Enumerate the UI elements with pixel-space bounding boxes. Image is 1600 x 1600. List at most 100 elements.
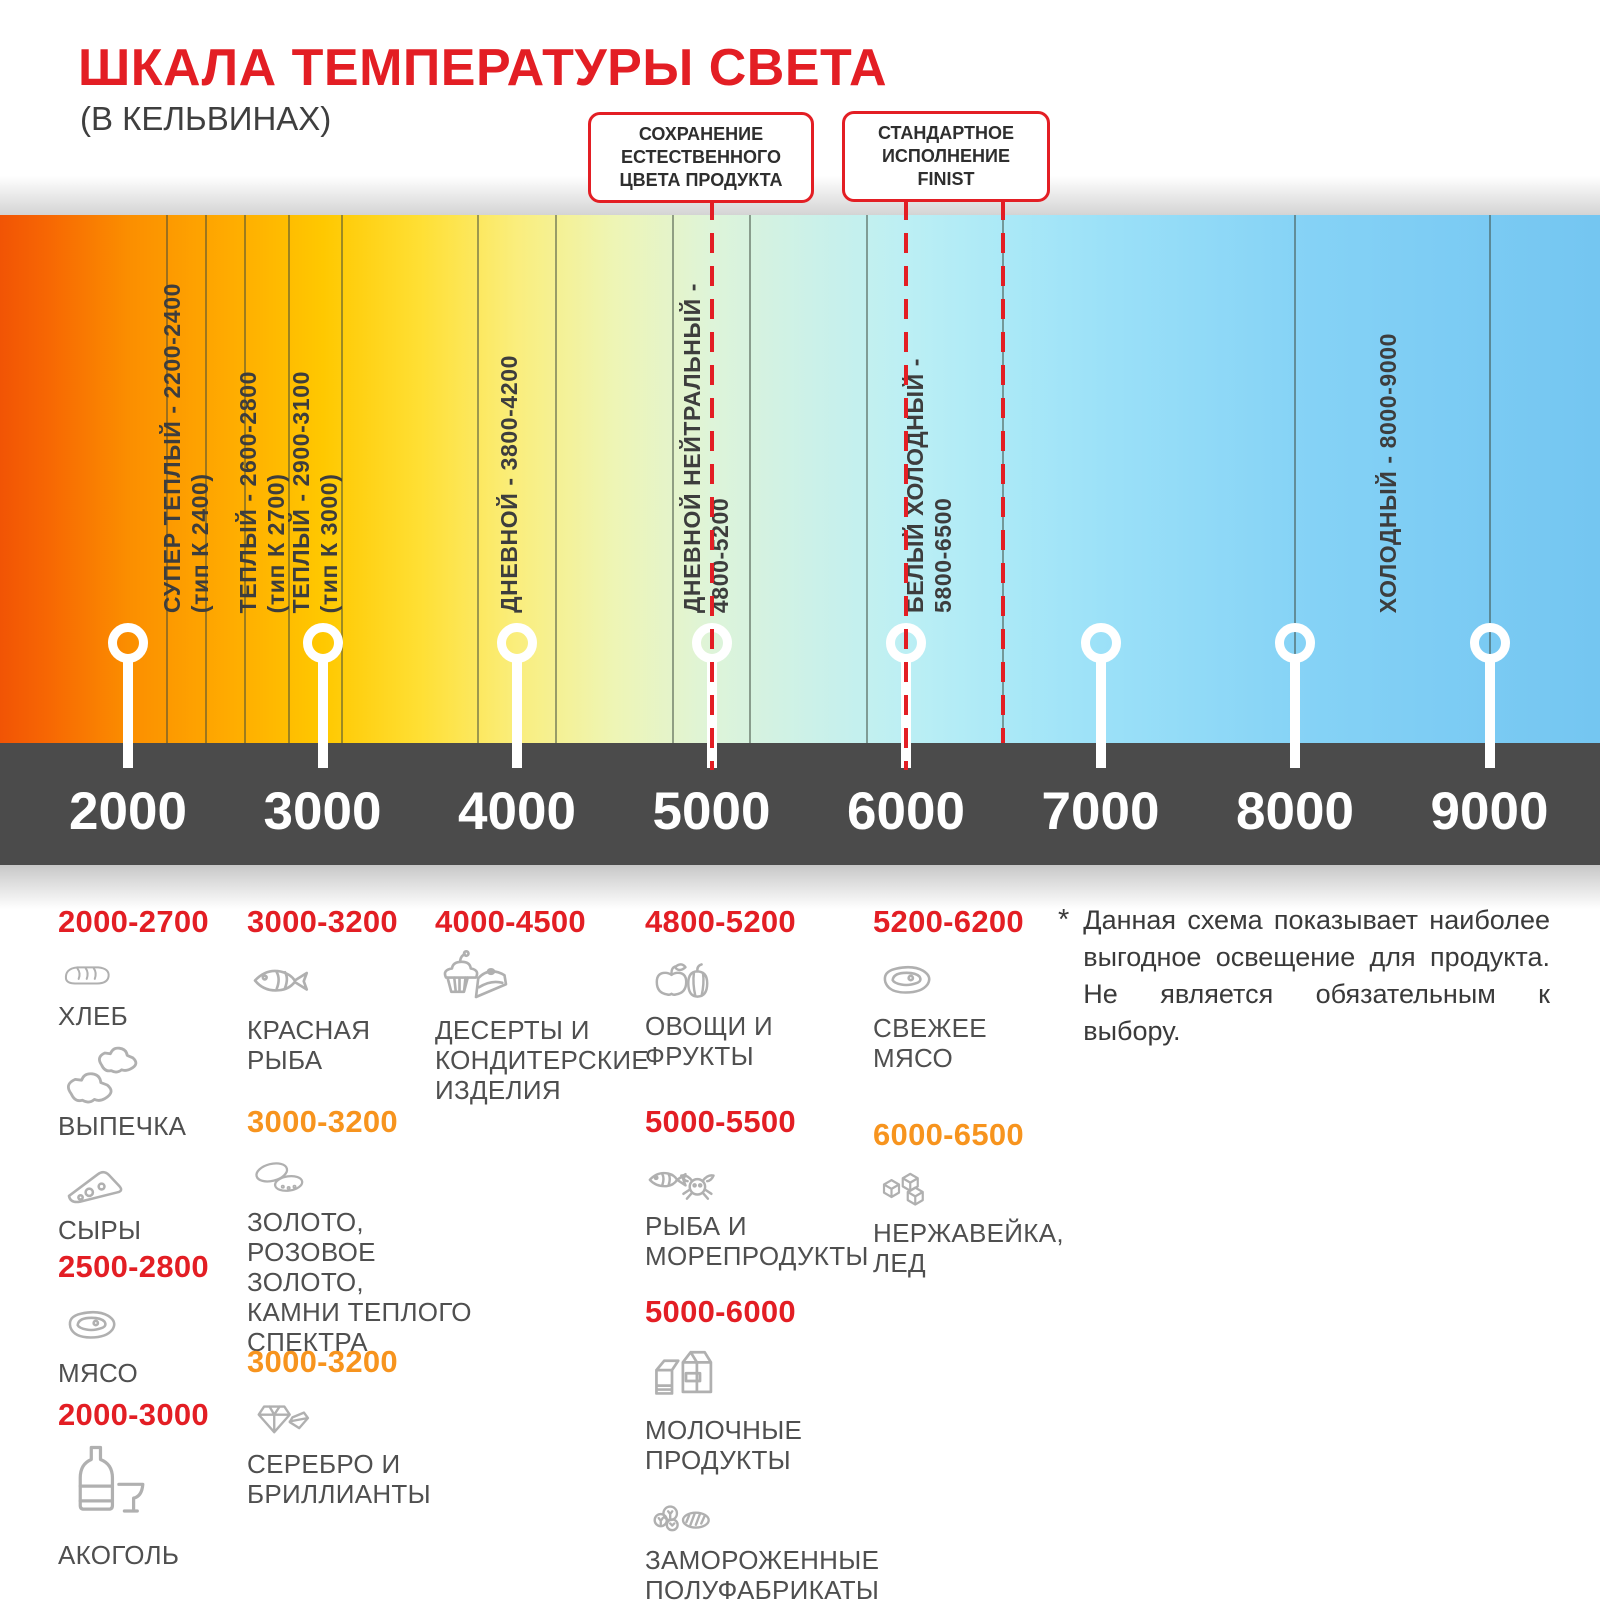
kelvin-axis-band: 2000 3000 4000 5000 6000 7000 8000 9000 <box>0 743 1600 865</box>
legend-group: 4800-5200 ОВОЩИ И ФРУКТЫ <box>645 904 945 1072</box>
legend-item-label: ХЛЕБ <box>58 1001 129 1031</box>
scale-band-label: ДНЕВНОЙ - 3800-4200 <box>495 355 523 613</box>
legend-item: ЗОЛОТО, РОЗОВОЕ ЗОЛОТО, КАМНИ ТЕПЛОГО СП… <box>247 1149 487 1357</box>
legend-item: АКОГОЛЬ <box>58 1442 248 1570</box>
scale-band-label-line1: ТЕПЛЫЙ - 2600-2800 <box>235 370 262 613</box>
legend-item-label: ЗОЛОТО, РОЗОВОЕ ЗОЛОТО, КАМНИ ТЕПЛОГО СП… <box>247 1207 472 1357</box>
callout-connector-line <box>904 200 908 770</box>
temperature-gradient-bar: СУПЕР ТЕПЛЫЙ - 2200-2400 (тип К 2400) ТЕПЛ… <box>0 215 1600 768</box>
legend-item: ДЕСЕРТЫ И КОНДИТЕРСКИЕ ИЗДЕЛИЯ <box>435 949 655 1105</box>
legend-item: МЯСО <box>58 1294 248 1388</box>
scale-gridline <box>243 215 246 743</box>
legend-group: 5200-6200 СВЕЖЕЕ МЯСО <box>873 904 1103 1074</box>
scale-gridline <box>204 215 207 743</box>
scale-band-label-line1: СУПЕР ТЕПЛЫЙ - 2200-2400 <box>159 282 186 613</box>
legend-item: НЕРЖАВЕЙКА, ЛЕД <box>873 1162 1103 1278</box>
scale-band-label: ТЕПЛЫЙ - 2900-3100 (тип К 3000) <box>287 371 343 613</box>
scale-marker-stem <box>1290 661 1300 768</box>
steak-icon <box>873 949 1103 1007</box>
diamonds-icon <box>247 1389 487 1443</box>
legend-item-label: АКОГОЛЬ <box>58 1540 180 1570</box>
rings-icon <box>247 1149 487 1201</box>
axis-tick-label: 3000 <box>263 782 382 841</box>
page-title: ШКАЛА ТЕМПЕРАТУРЫ СВЕТА <box>78 39 888 97</box>
legend-group: 4000-4500 ДЕСЕРТЫ И КОНДИТЕРСКИЕ ИЗДЕЛИЯ <box>435 904 655 1106</box>
seafood-icon <box>645 1149 945 1205</box>
scale-marker-ring <box>302 623 343 663</box>
scale-band-label-line2: (тип К 2700) <box>263 473 290 613</box>
range-heading: 3000-3200 <box>247 1104 398 1139</box>
axis-tick-label: 8000 <box>1236 782 1354 841</box>
range-heading: 2500-2800 <box>58 1249 209 1284</box>
legend-group: 2500-2800 МЯСО <box>58 1249 248 1389</box>
axis-tick-label: 5000 <box>652 782 771 841</box>
vegetables-icon <box>645 949 945 1005</box>
legend-item: СЫРЫ <box>58 1151 248 1245</box>
page-subtitle: (В КЕЛЬВИНАХ) <box>80 100 332 137</box>
scale-band-label: ТЕПЛЫЙ - 2600-2800 (тип К 2700) <box>234 371 290 613</box>
scale-band-label-line2: (тип К 2400) <box>187 473 214 613</box>
callout-connector-line <box>709 200 714 770</box>
legend-group: 6000-6500 НЕРЖАВЕЙКА, ЛЕД <box>873 1118 1103 1279</box>
legend-group: 2000-3000 АКОГОЛЬ <box>58 1397 248 1571</box>
scale-gridline <box>671 215 674 743</box>
scale-band-label: ХОЛОДНЫЙ - 8000-9000 <box>1374 333 1402 613</box>
legend-item-label: НЕРЖАВЕЙКА, ЛЕД <box>873 1218 1064 1278</box>
legend-item-label: ДЕСЕРТЫ И КОНДИТЕРСКИЕ ИЗДЕЛИЯ <box>435 1015 649 1105</box>
range-heading: 4000-4500 <box>435 904 586 939</box>
legend-item-label: МОЛОЧНЫЕ ПРОДУКТЫ <box>645 1415 803 1475</box>
fish-icon <box>247 949 487 1009</box>
dairy-icon <box>645 1339 945 1409</box>
axis-tick-label: 7000 <box>1041 782 1160 841</box>
legend-group: 3000-3200 ЗОЛОТО, РОЗОВОЕ ЗОЛОТО, КАМНИ Т… <box>247 1104 487 1358</box>
pastry-icon <box>58 1041 248 1105</box>
axis-tick-label: 6000 <box>847 782 965 841</box>
range-heading: 2000-3000 <box>58 1397 209 1432</box>
desserts-icon <box>435 949 655 1009</box>
scale-gridline <box>749 215 752 743</box>
legend-item-label: РЫБА И МОРЕПРОДУКТЫ <box>645 1211 869 1271</box>
scale-band-label-line1: ТЕПЛЫЙ - 2900-3100 <box>287 370 314 613</box>
axis-tick-label: 4000 <box>458 782 576 841</box>
callout-finist-standard: СТАНДАРТНОЕ ИСПОЛНЕНИЕ FINIST <box>842 111 1050 202</box>
scale-marker-stem <box>512 661 522 768</box>
scale-gridline <box>477 215 480 743</box>
scale-band-label-line2: (тип К 3000) <box>315 473 342 613</box>
legend-item-label: СЕРЕБРО И БРИЛЛИАНТЫ <box>247 1449 431 1509</box>
scale-gridline <box>1294 215 1296 743</box>
axis-tick-label: 9000 <box>1430 782 1549 841</box>
scale-band-label: СУПЕР ТЕПЛЫЙ - 2200-2400 (тип К 2400) <box>158 283 214 613</box>
range-heading: 5000-6000 <box>645 1294 796 1329</box>
scale-band-label-line1: ХОЛОДНЫЙ - 8000-9000 <box>1375 332 1402 613</box>
legend-group: 3000-3200 СЕРЕБРО И БРИЛЛИАНТЫ <box>247 1344 487 1510</box>
legend-item-label: ЗАМОРОЖЕННЫЕ ПОЛУФАБРИКАТЫ <box>645 1545 880 1600</box>
legend-group: 5000-6000 МОЛОЧНЫЕ ПРОДУКТЫ ЗАМОРОЖЕННЫЕ П… <box>645 1295 945 1600</box>
scale-band-label-line2: 5800-6500 <box>930 497 957 613</box>
legend-item: ВЫПЕЧКА <box>58 1041 248 1141</box>
legend-item: КРАСНАЯ РЫБА <box>247 949 487 1075</box>
alcohol-icon <box>58 1442 248 1534</box>
legend-item-label: КРАСНАЯ РЫБА <box>247 1015 371 1075</box>
scale-marker-stem <box>1095 661 1106 768</box>
range-heading: 2000-2700 <box>58 904 209 939</box>
legend-group: 2000-2700 ХЛЕБ ВЫПЕЧКА СЫРЫ <box>58 904 248 1246</box>
scale-gridline <box>866 215 869 743</box>
scale-gridline <box>1488 215 1491 743</box>
range-heading: 5200-6200 <box>873 904 1024 939</box>
scale-marker-ring <box>1275 623 1315 663</box>
legend-group: 5000-5500 РЫБА И МОРЕПРОДУКТЫ <box>645 1104 945 1272</box>
scale-marker-stem <box>123 661 133 768</box>
scale-band-label: ДНЕВНОЙ НЕЙТРАЛЬНЫЙ -4800-5200 <box>678 283 734 613</box>
scale-marker-ring <box>1080 623 1121 663</box>
legend-item: ЗАМОРОЖЕННЫЕ ПОЛУФАБРИКАТЫ <box>645 1485 945 1600</box>
range-heading: 3000-3200 <box>247 1344 398 1379</box>
legend-group: 3000-3200 КРАСНАЯ РЫБА <box>247 905 487 1076</box>
footnote: * Данная схема показывает наиболее выгод… <box>1058 902 1550 1050</box>
bread-icon <box>58 949 248 995</box>
scale-gridline <box>165 215 168 743</box>
legend-item: РЫБА И МОРЕПРОДУКТЫ <box>645 1149 945 1271</box>
scale-gridline <box>554 215 557 743</box>
range-heading: 5000-5500 <box>645 1104 796 1139</box>
range-heading: 4800-5200 <box>645 904 796 939</box>
